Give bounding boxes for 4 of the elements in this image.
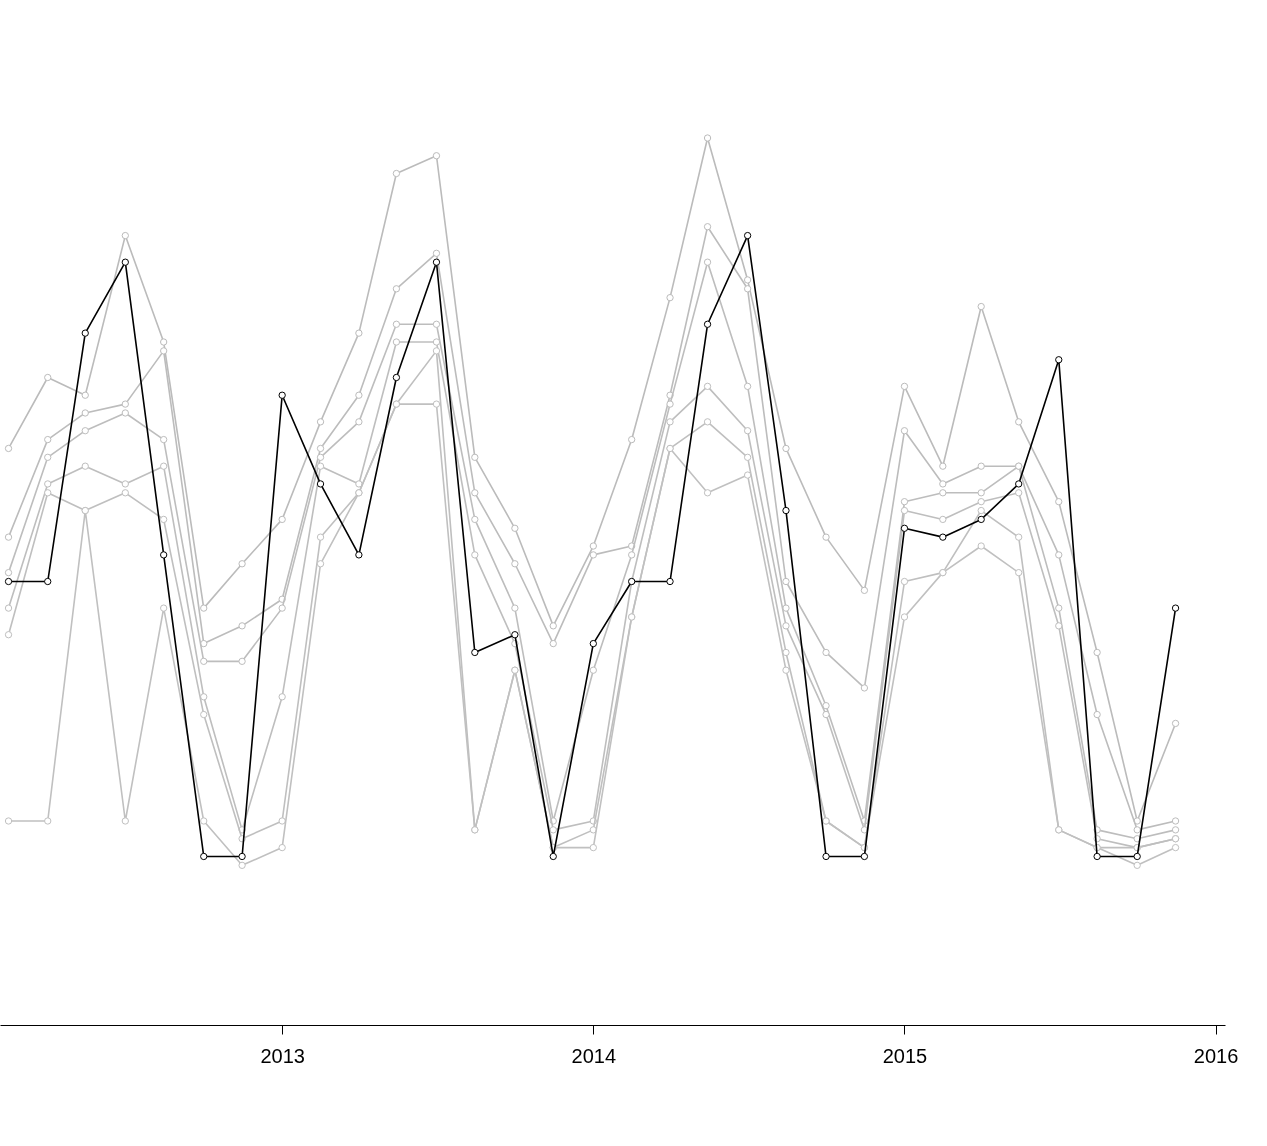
x-tick-label: 2014	[571, 1044, 617, 1067]
x-tick-label: 2015	[882, 1044, 928, 1067]
x-tick-label: 2013	[260, 1044, 305, 1067]
x-tick-label: 2016	[1193, 1044, 1239, 1067]
